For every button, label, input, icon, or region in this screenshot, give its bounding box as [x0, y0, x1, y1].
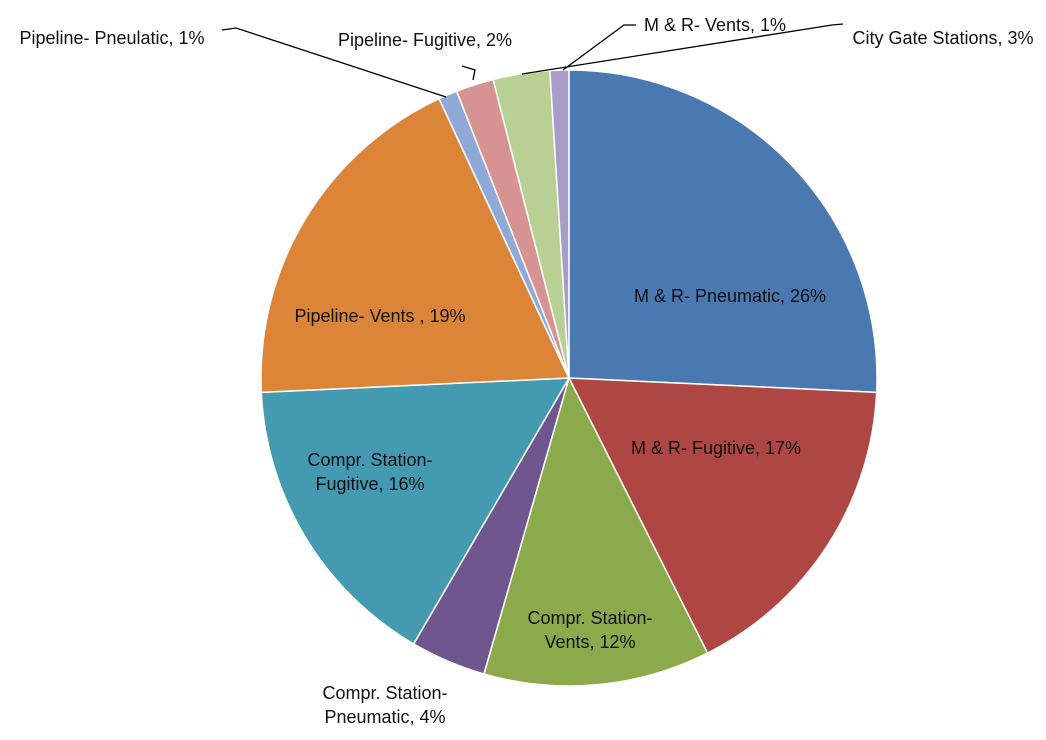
data-label: Pipeline- Pneulatic, 1%: [2, 26, 222, 50]
data-label: M & R- Fugitive, 17%: [616, 436, 816, 460]
pie-slice: [482, 375, 709, 687]
leader-line: [461, 65, 476, 81]
leader-line: [521, 23, 844, 75]
value-label: 16%: [388, 474, 425, 494]
category-label: M & R- Fugitive,: [630, 438, 760, 458]
pie-slice: [568, 69, 878, 394]
value-label: 17%: [765, 438, 802, 458]
value-label: 1%: [178, 28, 205, 48]
category-label: Compr. Station-Vents,: [527, 608, 653, 652]
category-label: M & R- Vents,: [643, 15, 756, 35]
value-label: 3%: [1007, 28, 1034, 48]
value-label: 2%: [486, 30, 513, 50]
value-label: 12%: [599, 632, 636, 652]
pie-slice: [549, 69, 570, 379]
category-label: Pipeline- Vents ,: [294, 306, 425, 326]
value-label: 19%: [429, 306, 466, 326]
data-label: Pipeline- Fugitive, 2%: [325, 28, 525, 52]
category-label: M & R- Pneumatic,: [633, 286, 785, 306]
category-label: City Gate Stations,: [852, 28, 1003, 48]
data-label: City Gate Stations, 3%: [838, 26, 1046, 50]
leader-line: [221, 27, 447, 98]
data-label: M & R- Pneumatic, 26%: [630, 284, 830, 308]
category-label: Pipeline- Fugitive,: [337, 30, 482, 50]
category-label: Pipeline- Pneulatic,: [19, 28, 174, 48]
pie-slice: [260, 97, 571, 394]
value-label: 1%: [760, 15, 787, 35]
value-label: 26%: [790, 286, 827, 306]
leader-line: [562, 24, 636, 71]
value-label: 4%: [419, 707, 446, 727]
data-label: Compr. Station-Fugitive, 16%: [275, 448, 465, 496]
pie-slice: [260, 377, 571, 645]
pie-slice: [567, 377, 878, 655]
data-label: Compr. Station-Vents, 12%: [500, 606, 680, 654]
data-label: Compr. Station-Pneumatic, 4%: [285, 681, 485, 729]
data-label: M & R- Vents, 1%: [585, 13, 845, 37]
category-label: Compr. Station-Fugitive,: [307, 450, 433, 494]
data-label: Pipeline- Vents , 19%: [285, 304, 475, 328]
category-label: Compr. Station-Pneumatic,: [322, 683, 448, 727]
